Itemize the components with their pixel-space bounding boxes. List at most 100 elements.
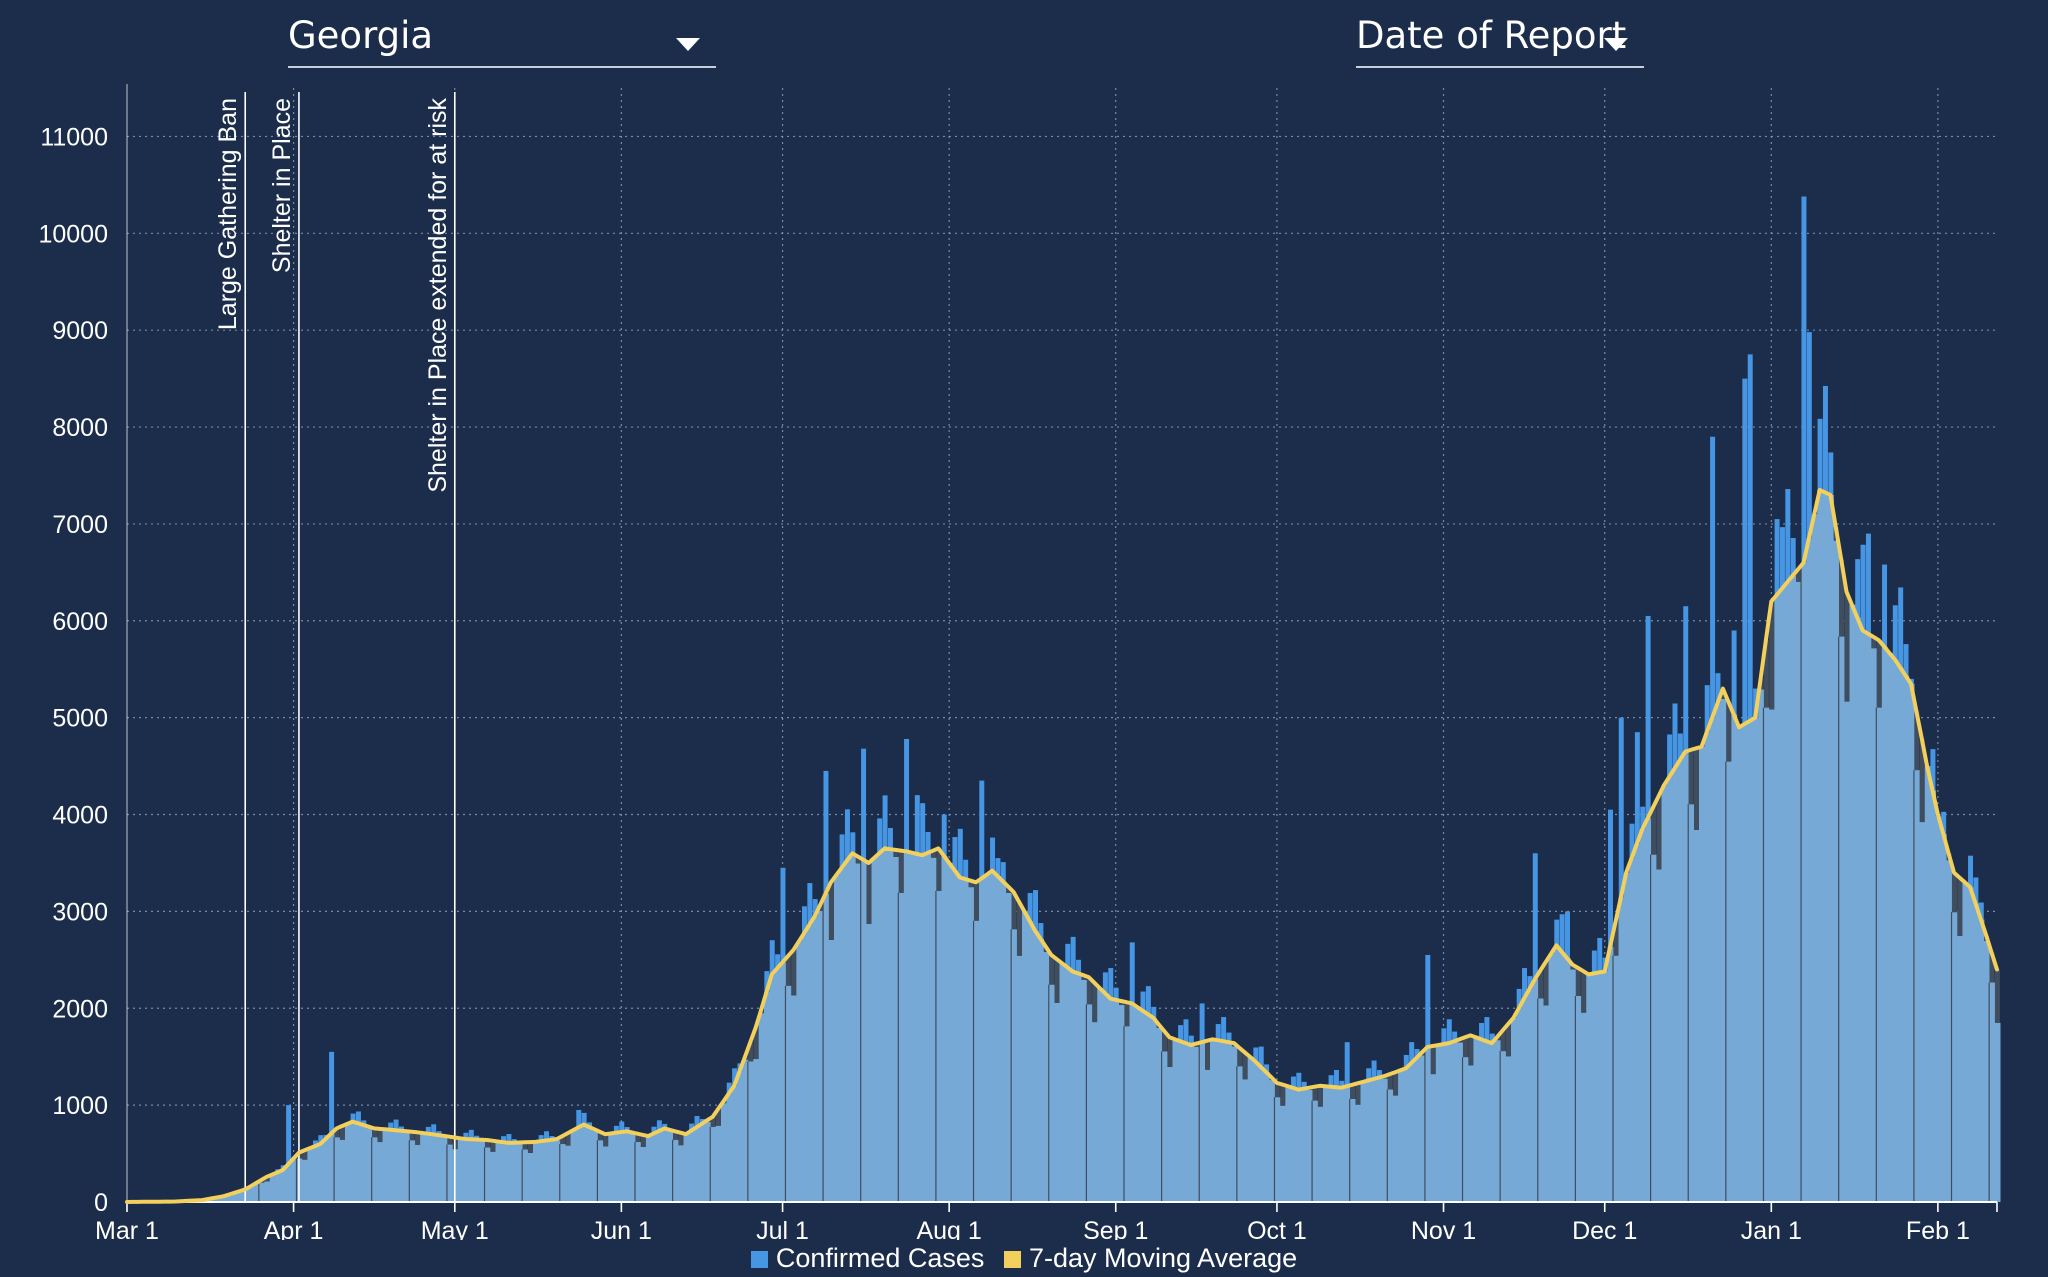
case-bar-above-average	[1978, 902, 1984, 920]
case-bar	[274, 1172, 281, 1202]
case-bar	[1913, 770, 1920, 1202]
case-bar	[866, 923, 873, 1202]
case-bar	[1860, 630, 1867, 1202]
case-bar-below-average	[1162, 1030, 1167, 1052]
event-label: Shelter in Place extended for at risk	[424, 98, 452, 493]
case-bar-above-average	[1221, 1017, 1227, 1042]
case-bar-above-average	[355, 1111, 361, 1124]
case-bar-above-average	[807, 883, 813, 925]
case-bar-above-average	[286, 1105, 292, 1165]
case-bar-above-average	[1882, 564, 1888, 647]
case-bar	[1011, 929, 1018, 1202]
case-bar-below-average	[1280, 1084, 1286, 1106]
case-bar-below-average	[527, 1142, 533, 1153]
case-bar-below-average	[1462, 1037, 1468, 1058]
case-bar-above-average	[844, 809, 850, 861]
case-bar	[1784, 582, 1791, 1202]
case-bar-above-average	[823, 770, 829, 894]
case-bar	[774, 968, 781, 1202]
case-bar-above-average	[1779, 527, 1785, 589]
case-bar	[635, 1141, 641, 1202]
state-dropdown[interactable]: Georgia	[288, 8, 716, 68]
case-bar-above-average	[780, 867, 786, 963]
case-bar-above-average	[1704, 685, 1710, 733]
case-bar	[876, 853, 883, 1202]
case-bar	[597, 1140, 604, 1202]
case-bar	[1113, 999, 1120, 1202]
case-bar	[978, 878, 985, 1202]
axes: 0 1000 2000 3000 4000 5000 6000 7000 8000 9000 100…	[38, 84, 1998, 1240]
case-bar-above-average	[1683, 606, 1689, 752]
case-bar	[334, 1137, 341, 1202]
case-bar	[833, 875, 840, 1202]
case-bar-above-average	[1629, 823, 1635, 859]
case-bar	[1209, 1039, 1216, 1202]
case-bar	[323, 1138, 330, 1202]
case-bar-below-average	[372, 1128, 378, 1138]
case-bar	[1919, 822, 1926, 1202]
case-bar-above-average	[619, 1121, 625, 1133]
case-bar-above-average	[613, 1125, 619, 1133]
case-bar-above-average	[1328, 1075, 1334, 1087]
case-bar	[613, 1132, 620, 1202]
case-bar	[371, 1137, 378, 1202]
case-bar	[828, 939, 835, 1202]
case-bar-below-average	[1054, 959, 1060, 1003]
case-bar-below-average	[898, 850, 904, 893]
date-mode-dropdown[interactable]: Date of Report	[1356, 8, 1644, 68]
case-bar	[1645, 818, 1652, 1202]
case-bar-below-average	[1430, 1046, 1436, 1075]
case-bar	[909, 852, 916, 1202]
case-bar	[1639, 829, 1646, 1202]
case-bar	[1392, 1095, 1399, 1202]
case-bar	[651, 1133, 658, 1202]
case-bar	[489, 1151, 496, 1202]
case-bar	[1075, 973, 1082, 1202]
case-bar-below-average	[447, 1136, 453, 1145]
x-tick-label: Sep 1	[1083, 1217, 1148, 1240]
case-bar-below-average	[828, 882, 834, 940]
case-bar-above-average	[1892, 605, 1898, 660]
legend-item-cases[interactable]: Confirmed Cases	[750, 1243, 984, 1274]
case-bar	[930, 857, 937, 1202]
case-bar	[350, 1121, 357, 1202]
case-bar	[661, 1128, 668, 1202]
case-bar	[1844, 701, 1851, 1202]
case-bar-above-average	[393, 1119, 399, 1131]
case-bar	[898, 892, 905, 1202]
case-bar	[559, 1144, 566, 1202]
case-bar-below-average	[1871, 636, 1877, 649]
case-bar	[269, 1174, 276, 1202]
case-bar	[1677, 760, 1684, 1202]
x-tick-label: Jun 1	[591, 1217, 652, 1240]
y-tick-label: 7000	[52, 511, 108, 539]
chevron-down-icon[interactable]	[676, 38, 700, 51]
case-bar	[538, 1141, 545, 1202]
y-tick-label: 9000	[52, 317, 108, 345]
case-bar	[1279, 1105, 1286, 1202]
case-bar	[1102, 993, 1109, 1202]
x-tick-label: Oct 1	[1247, 1217, 1307, 1240]
case-bar	[1231, 1046, 1238, 1202]
case-bar	[989, 870, 996, 1202]
case-bar-above-average	[726, 1082, 732, 1094]
legend-item-average[interactable]: 7-day Moving Average	[1003, 1243, 1297, 1274]
case-bar	[1193, 1046, 1200, 1202]
case-bar	[1408, 1062, 1415, 1202]
case-bar	[1387, 1089, 1394, 1202]
y-tick-label: 4000	[52, 802, 108, 830]
case-bar	[479, 1141, 486, 1202]
case-bar	[355, 1123, 362, 1202]
legend: Confirmed Cases 7-day Moving Average	[0, 1243, 2048, 1274]
case-bar	[1016, 955, 1023, 1202]
case-bar	[1398, 1070, 1405, 1202]
case-bar	[1967, 887, 1974, 1202]
case-bar-above-average	[1333, 1069, 1339, 1088]
case-bar-above-average	[1747, 354, 1753, 721]
case-bar	[801, 933, 808, 1202]
case-bar	[1591, 973, 1598, 1202]
case-bar	[1183, 1043, 1190, 1202]
case-bar	[1457, 1042, 1464, 1202]
chevron-down-icon[interactable]	[1604, 38, 1628, 51]
case-bar-above-average	[1715, 673, 1721, 704]
